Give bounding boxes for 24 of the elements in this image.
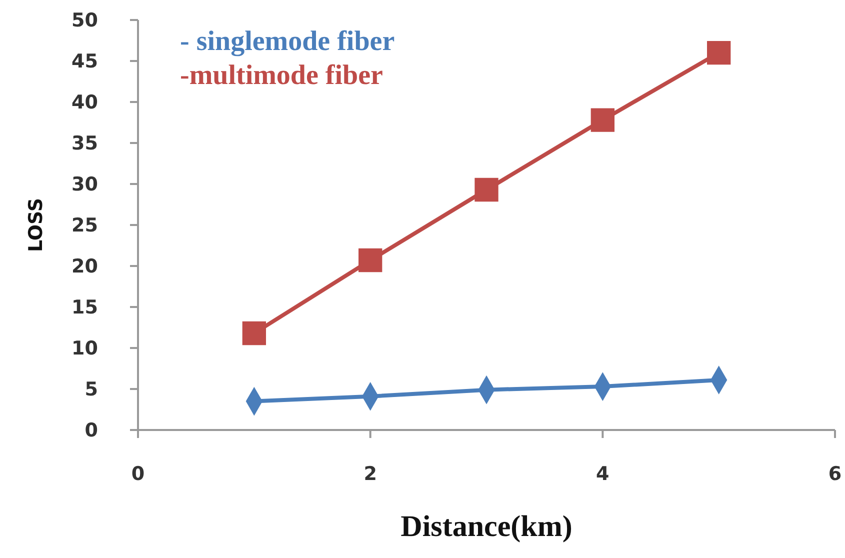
y-tick-label: 25 (72, 214, 98, 237)
y-axis-title: LOSS (25, 198, 47, 252)
y-tick-label: 35 (72, 132, 98, 155)
y-tick-label: 40 (72, 92, 98, 114)
text: -multimode fiber (180, 60, 383, 91)
point (707, 40, 731, 65)
x-tick-label: 6 (828, 463, 842, 485)
point (358, 248, 382, 272)
y-tick-label: 5 (84, 378, 98, 401)
y-tick-label: 10 (72, 338, 98, 360)
point (474, 178, 498, 202)
y-tick-label: 0 (84, 420, 98, 442)
x-axis-title: Distance(km) (400, 510, 572, 543)
y-tick-label: 30 (72, 174, 98, 196)
point (590, 108, 614, 132)
text: - singlemode fiber (180, 26, 395, 57)
y-tick-label: 45 (72, 50, 98, 73)
y-tick-label: 50 (72, 10, 98, 32)
point (242, 321, 266, 346)
y-tick-label: 20 (72, 256, 98, 278)
x-tick-label: 4 (596, 463, 610, 485)
x-tick-label: 2 (364, 463, 377, 485)
y-tick-label: 15 (72, 296, 98, 319)
x-tick-label: 0 (131, 463, 145, 485)
